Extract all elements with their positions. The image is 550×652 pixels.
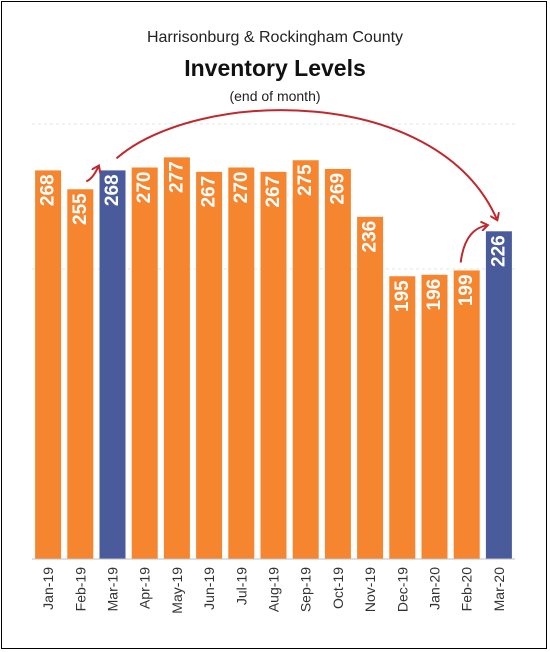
bar-apr-19	[131, 167, 158, 559]
trend-arrows	[85, 109, 497, 263]
bar-value-label: 196	[424, 279, 445, 311]
x-tick-label: Dec-19	[394, 567, 410, 612]
bar-value-label: 199	[456, 274, 477, 306]
bar-value-label: 226	[488, 235, 509, 267]
chart-subtitle: Harrisonburg & Rockingham County	[146, 29, 404, 46]
bar-feb-19	[67, 189, 94, 559]
bar-value-label: 269	[327, 173, 348, 205]
bar-jan-19	[35, 170, 62, 559]
arrow-feb20-mar20	[459, 225, 487, 263]
x-tick-label: Feb-19	[72, 567, 88, 612]
bar-dec-19	[389, 276, 416, 559]
bar-feb-20	[453, 270, 480, 559]
bar-value-label: 267	[199, 176, 220, 208]
x-tick-label: Oct-19	[330, 567, 346, 609]
x-tick-label: Jul-19	[233, 567, 249, 605]
bar-value-label: 255	[70, 193, 91, 225]
x-tick-label: Nov-19	[362, 567, 378, 612]
bar-oct-19	[324, 168, 351, 559]
bar-value-label: 277	[166, 161, 187, 193]
bar-aug-19	[260, 171, 287, 559]
bar-value-label: 195	[392, 280, 413, 312]
bar-value-label: 268	[102, 174, 123, 206]
x-tick-label: Jun-19	[201, 567, 217, 610]
bar-value-label: 270	[231, 172, 252, 204]
bar-labels: 268 255 268 270 277 267 270 267 275 269 236 195 196 1…	[38, 161, 510, 312]
bar-mar-20	[485, 231, 512, 560]
bar-mar-19	[99, 170, 126, 559]
bar-value-label: 268	[38, 174, 59, 206]
x-tick-label: Jan-19	[40, 567, 56, 610]
x-tick-label: Aug-19	[266, 567, 282, 612]
x-tick-label: Mar-19	[105, 567, 121, 612]
x-tick-label: Jan-20	[427, 567, 443, 610]
arrow-mar19-mar20	[115, 109, 497, 219]
x-tick-label: Sep-19	[298, 567, 314, 612]
bar-value-label: 275	[295, 164, 316, 196]
bar-sep-19	[292, 160, 319, 559]
bar-may-19	[163, 157, 190, 559]
x-tick-label: May-19	[169, 567, 185, 614]
bar-value-label: 236	[360, 221, 381, 253]
bar-nov-19	[357, 216, 384, 560]
x-tick-labels: Jan-19 Feb-19 Mar-19 Apr-19 May-19 Jun-19 Jul-…	[32, 558, 515, 614]
bar-value-label: 267	[263, 176, 284, 208]
x-tick-label: Feb-20	[459, 567, 475, 612]
chart-note: (end of month)	[229, 88, 321, 104]
bar-value-label: 270	[134, 172, 155, 204]
bar-jan-20	[421, 274, 448, 559]
bar-jul-19	[228, 167, 255, 559]
x-tick-label: Apr-19	[137, 567, 153, 609]
x-tick-label: Mar-20	[491, 567, 507, 612]
chart-title: Inventory Levels	[184, 55, 366, 81]
arrow-feb19-mar19	[85, 166, 98, 183]
bars	[35, 157, 512, 560]
bar-jun-19	[196, 171, 223, 559]
